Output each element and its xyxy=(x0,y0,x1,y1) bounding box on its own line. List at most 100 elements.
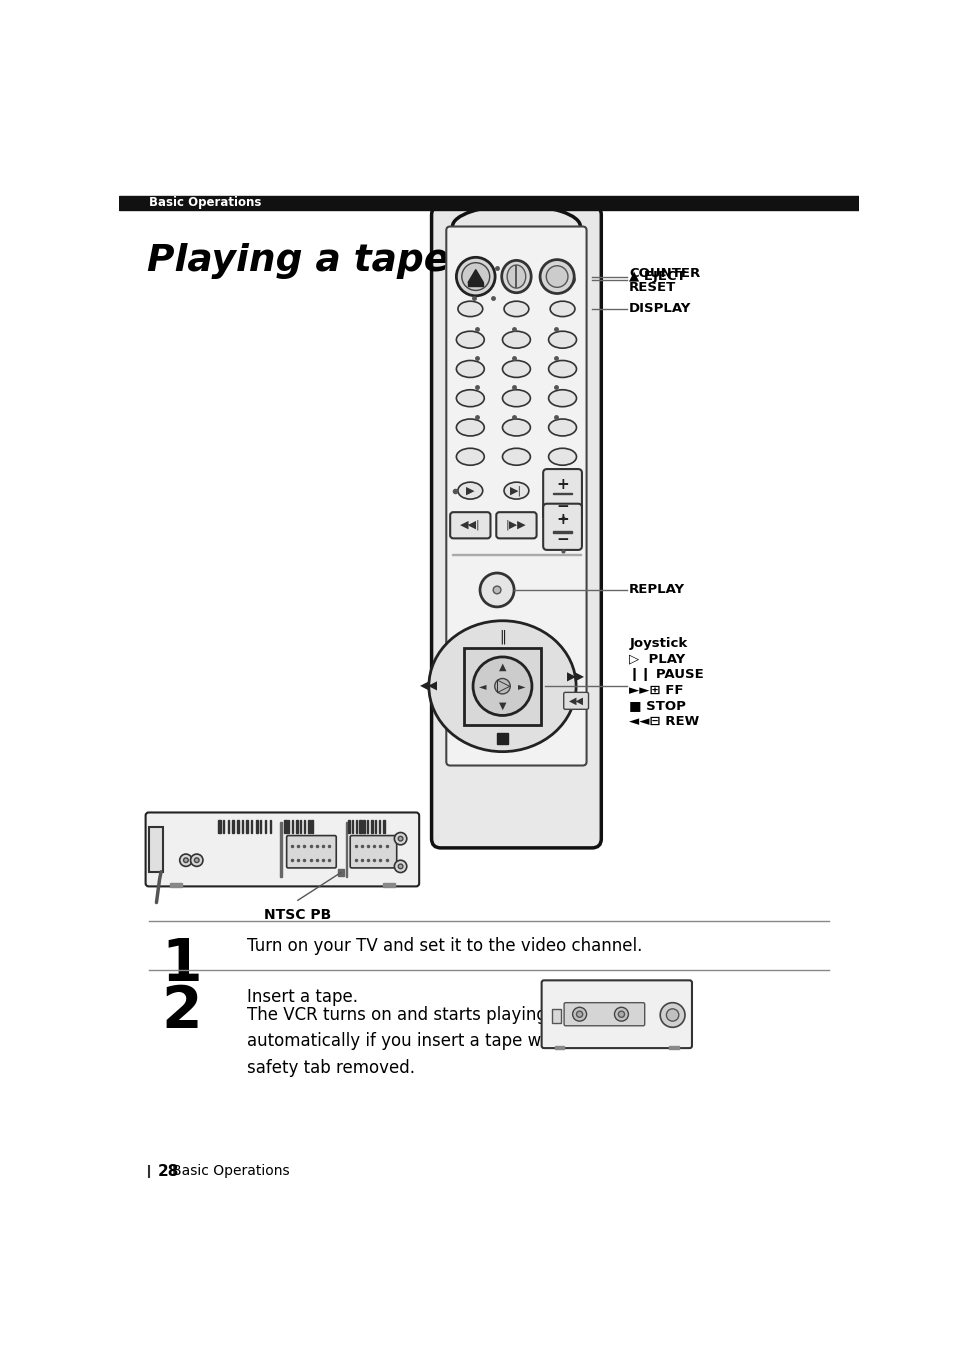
Ellipse shape xyxy=(503,272,528,287)
FancyBboxPatch shape xyxy=(446,226,586,766)
Bar xyxy=(553,493,571,495)
FancyBboxPatch shape xyxy=(542,504,581,550)
Bar xyxy=(463,648,540,725)
Ellipse shape xyxy=(503,301,528,317)
Bar xyxy=(255,820,257,832)
Text: |▶▶: |▶▶ xyxy=(506,519,526,530)
Ellipse shape xyxy=(429,621,576,752)
Text: ▼: ▼ xyxy=(498,701,506,710)
Circle shape xyxy=(576,1011,582,1018)
Bar xyxy=(218,820,220,832)
Text: ◄: ◄ xyxy=(478,682,486,691)
Bar xyxy=(311,820,313,832)
Text: The VCR turns on and starts playing
automatically if you insert a tape with its
: The VCR turns on and starts playing auto… xyxy=(247,1005,587,1077)
Bar xyxy=(270,820,271,832)
Circle shape xyxy=(179,854,192,866)
Bar xyxy=(228,820,229,832)
Text: Basic Operations: Basic Operations xyxy=(172,1164,290,1179)
Circle shape xyxy=(394,860,406,873)
FancyBboxPatch shape xyxy=(541,980,691,1049)
Bar xyxy=(280,821,281,877)
Bar xyxy=(468,283,483,286)
Ellipse shape xyxy=(502,390,530,406)
Ellipse shape xyxy=(502,449,530,465)
Circle shape xyxy=(614,1007,628,1022)
Circle shape xyxy=(493,587,500,593)
Text: Playing a tape: Playing a tape xyxy=(147,244,449,279)
Bar xyxy=(497,733,507,744)
Text: RESET: RESET xyxy=(629,280,676,294)
Ellipse shape xyxy=(456,449,484,465)
Ellipse shape xyxy=(548,331,576,348)
Text: −: − xyxy=(556,533,568,547)
Ellipse shape xyxy=(456,419,484,436)
Circle shape xyxy=(473,657,532,715)
Bar xyxy=(363,820,364,832)
Bar xyxy=(359,820,361,832)
Circle shape xyxy=(495,679,510,694)
Text: NTSC PB: NTSC PB xyxy=(264,908,331,921)
FancyBboxPatch shape xyxy=(350,836,396,869)
FancyBboxPatch shape xyxy=(563,1003,644,1026)
FancyBboxPatch shape xyxy=(563,692,588,709)
Bar xyxy=(337,870,344,875)
Circle shape xyxy=(479,573,514,607)
Text: ▶: ▶ xyxy=(466,485,474,496)
Circle shape xyxy=(659,1003,684,1027)
Bar xyxy=(292,820,293,832)
Bar xyxy=(452,554,580,556)
Bar xyxy=(346,821,347,877)
Bar xyxy=(295,820,298,832)
Text: +: + xyxy=(556,477,568,492)
Bar xyxy=(371,820,373,832)
Text: ►►⊞ FF: ►►⊞ FF xyxy=(629,683,683,696)
Text: ◄◄⊟ REW: ◄◄⊟ REW xyxy=(629,714,699,728)
Text: ▷: ▷ xyxy=(497,678,511,695)
Text: ■ STOP: ■ STOP xyxy=(629,699,685,711)
Bar xyxy=(303,820,305,832)
Bar xyxy=(149,827,162,871)
Ellipse shape xyxy=(507,266,525,289)
Bar xyxy=(119,196,858,210)
Text: ▶▶: ▶▶ xyxy=(566,671,584,683)
Bar xyxy=(348,820,350,832)
Text: −: − xyxy=(556,499,568,514)
Bar xyxy=(299,820,301,832)
Circle shape xyxy=(572,1007,586,1022)
Text: REPLAY: REPLAY xyxy=(629,584,684,596)
Circle shape xyxy=(546,266,567,287)
Ellipse shape xyxy=(456,390,484,406)
Text: COUNTER: COUNTER xyxy=(629,267,700,280)
Circle shape xyxy=(456,257,495,295)
Circle shape xyxy=(194,858,199,863)
Bar xyxy=(307,820,310,832)
FancyBboxPatch shape xyxy=(542,469,581,519)
Bar xyxy=(246,820,247,832)
FancyBboxPatch shape xyxy=(431,206,600,848)
Circle shape xyxy=(397,836,402,841)
Ellipse shape xyxy=(550,272,575,287)
Text: ◀◀: ◀◀ xyxy=(419,680,437,692)
FancyBboxPatch shape xyxy=(286,836,335,869)
Circle shape xyxy=(461,263,489,290)
Text: DISPLAY: DISPLAY xyxy=(629,302,691,316)
Ellipse shape xyxy=(456,360,484,378)
Text: +: + xyxy=(556,512,568,527)
Bar xyxy=(553,531,571,533)
Ellipse shape xyxy=(502,331,530,348)
Bar xyxy=(378,820,379,832)
Circle shape xyxy=(618,1011,624,1018)
Bar xyxy=(251,820,252,832)
Text: ►: ► xyxy=(517,682,525,691)
Bar xyxy=(555,1046,563,1049)
Bar xyxy=(551,1009,560,1023)
Text: Basic Operations: Basic Operations xyxy=(149,196,261,209)
Text: Turn on your TV and set it to the video channel.: Turn on your TV and set it to the video … xyxy=(247,936,641,955)
Text: ◀◀: ◀◀ xyxy=(568,696,583,706)
Bar xyxy=(265,820,266,832)
Bar xyxy=(355,820,356,832)
Text: 2: 2 xyxy=(162,982,202,1039)
Text: ▶|: ▶| xyxy=(510,485,522,496)
Text: Insert a tape.: Insert a tape. xyxy=(247,988,357,1005)
Ellipse shape xyxy=(452,206,579,248)
